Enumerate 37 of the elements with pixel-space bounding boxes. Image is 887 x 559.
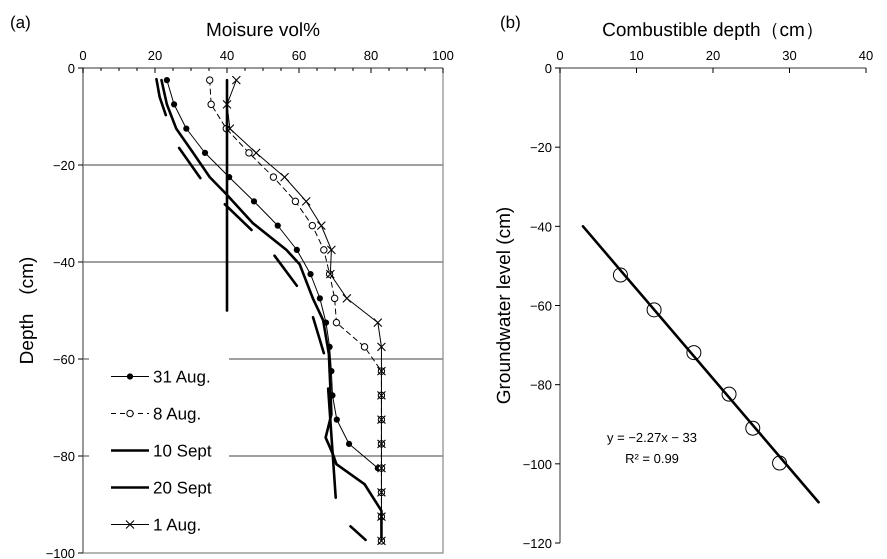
y-tick-label: −80 bbox=[52, 449, 75, 464]
x-tick-label: 20 bbox=[706, 48, 720, 63]
x-tick-label: 10 bbox=[629, 48, 644, 63]
y-axis-title: Depth (cm) bbox=[17, 256, 38, 364]
x-tick-label: 100 bbox=[432, 48, 454, 63]
y-tick-label: −60 bbox=[530, 298, 552, 314]
x-tick-label: 30 bbox=[782, 48, 797, 63]
y-tick-label: −100 bbox=[46, 546, 75, 559]
chart-title: (a) bbox=[10, 13, 31, 32]
y-axis-title: Groundwater level (cm) bbox=[494, 206, 515, 404]
x-tick-label: 40 bbox=[220, 48, 234, 63]
x-tick-label: 60 bbox=[292, 48, 306, 63]
y-tick-label: 0 bbox=[544, 61, 552, 76]
legend-label: 8 Aug. bbox=[153, 404, 202, 424]
legend-label: 10 Sept bbox=[153, 442, 212, 460]
legend-label: 1 Aug. bbox=[153, 516, 202, 534]
x-tick-label: 80 bbox=[364, 48, 378, 63]
x-axis-title: Combustible depth（cm） bbox=[602, 20, 824, 41]
y-tick-label: −120 bbox=[522, 536, 552, 551]
chart-title: (b) bbox=[500, 13, 521, 32]
y-tick-label: −40 bbox=[52, 255, 75, 270]
x-tick-label: 20 bbox=[148, 48, 162, 63]
legend-label: 31 Aug. bbox=[153, 368, 211, 386]
y-tick-label: −80 bbox=[530, 378, 552, 393]
y-tick-label: −40 bbox=[530, 219, 552, 234]
y-tick-label: −20 bbox=[530, 140, 552, 156]
y-tick-label: 0 bbox=[68, 61, 75, 76]
y-tick-label: −100 bbox=[522, 456, 552, 472]
x-axis-title: Moisure vol% bbox=[206, 20, 320, 41]
legend-label: 20 Sept bbox=[153, 478, 212, 498]
annotation: y = −2.27x − 33 bbox=[607, 430, 697, 445]
x-tick-label: 0 bbox=[79, 48, 87, 63]
y-tick-label: −60 bbox=[52, 352, 75, 367]
y-tick-label: −20 bbox=[52, 158, 75, 173]
annotation: R² = 0.99 bbox=[625, 451, 679, 466]
x-tick-label: 0 bbox=[556, 48, 564, 63]
x-tick-label: 40 bbox=[858, 48, 874, 63]
